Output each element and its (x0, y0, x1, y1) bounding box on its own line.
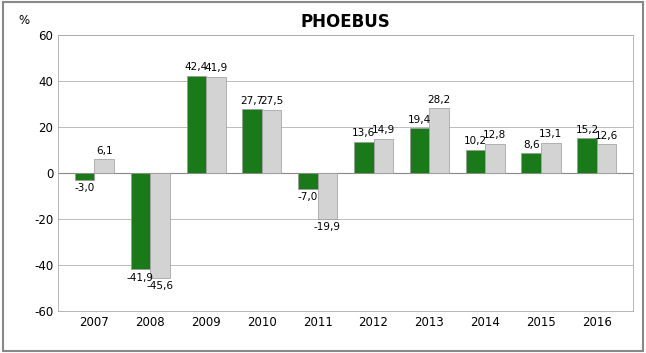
Text: -3,0: -3,0 (74, 183, 95, 193)
Bar (597, 144, 616, 173)
Bar (262, 110, 282, 173)
Bar (130, 173, 151, 269)
Bar (206, 77, 225, 173)
Title: PHOEBUS: PHOEBUS (301, 13, 390, 31)
Bar (187, 76, 206, 173)
Text: %: % (18, 14, 29, 27)
Text: 19,4: 19,4 (408, 115, 431, 125)
Text: 27,7: 27,7 (240, 96, 264, 106)
Text: 27,5: 27,5 (260, 96, 284, 107)
Text: 14,9: 14,9 (371, 125, 395, 135)
Bar (354, 142, 373, 173)
Bar (151, 173, 170, 277)
Text: 8,6: 8,6 (523, 140, 539, 150)
Text: 12,6: 12,6 (595, 131, 618, 140)
Text: -19,9: -19,9 (314, 222, 341, 232)
Bar (298, 173, 318, 189)
Bar (373, 139, 393, 173)
Bar (242, 109, 262, 173)
Text: 42,4: 42,4 (185, 62, 208, 72)
Bar (578, 138, 597, 173)
Text: 13,1: 13,1 (539, 130, 563, 139)
Bar (94, 159, 114, 173)
Text: -41,9: -41,9 (127, 273, 154, 282)
Bar (521, 153, 541, 173)
Text: 12,8: 12,8 (483, 130, 506, 140)
Text: 15,2: 15,2 (576, 125, 599, 134)
Text: -7,0: -7,0 (298, 192, 318, 203)
Bar (430, 108, 449, 173)
Bar (75, 173, 94, 180)
Bar (485, 144, 505, 173)
Bar (410, 128, 430, 173)
Text: 28,2: 28,2 (428, 95, 451, 105)
Text: 10,2: 10,2 (464, 136, 487, 146)
Text: -45,6: -45,6 (147, 281, 174, 291)
Bar (318, 173, 337, 219)
Text: 6,1: 6,1 (96, 145, 112, 156)
Text: 41,9: 41,9 (204, 64, 227, 73)
Bar (466, 150, 485, 173)
Bar (541, 143, 561, 173)
Text: 13,6: 13,6 (352, 128, 375, 138)
